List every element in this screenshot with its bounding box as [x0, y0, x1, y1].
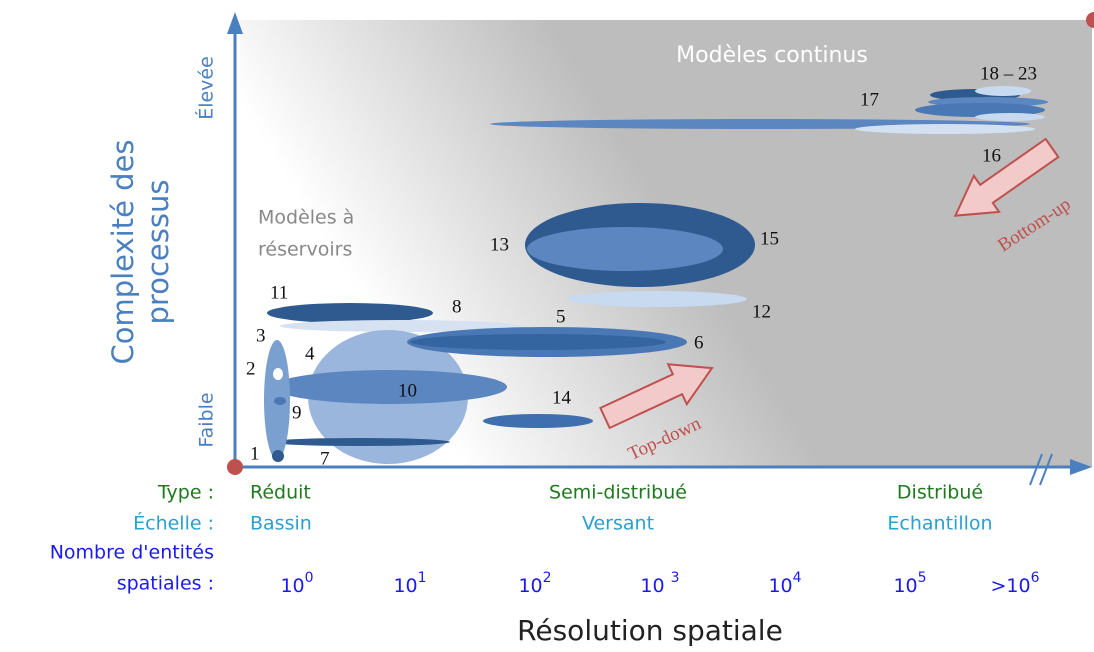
- row-value: Distribué: [897, 482, 983, 504]
- count-label: 105: [893, 570, 926, 597]
- row-value: Semi-distribué: [549, 482, 687, 504]
- y-axis-low: Faible: [196, 392, 218, 447]
- model-label: 2: [246, 358, 256, 379]
- y-axis-high: Élevée: [195, 56, 218, 120]
- count-label: 102: [518, 570, 551, 597]
- count-exp: 2: [543, 570, 552, 586]
- model-label: 9: [292, 402, 302, 423]
- y-arrowhead: [227, 12, 243, 34]
- model-label: 8: [452, 296, 462, 317]
- count-exp: 6: [1031, 570, 1040, 586]
- x-axis-title: Résolution spatiale: [517, 614, 783, 647]
- count-base: 10: [280, 575, 304, 597]
- count-base: 10: [640, 575, 670, 597]
- model-label: 4: [305, 343, 315, 364]
- top-down-arrow: [599, 363, 714, 430]
- count-exp: 5: [918, 570, 927, 586]
- row-value: Versant: [582, 513, 654, 535]
- model-label: 11: [270, 282, 288, 303]
- model-ellipses: [264, 86, 1048, 464]
- region-label: Modèles continus: [676, 43, 868, 68]
- axis-break: [1039, 453, 1053, 486]
- model-label: 17: [860, 89, 879, 110]
- x-arrowhead: [1070, 459, 1092, 475]
- bottom-up-arrow: [953, 137, 1060, 217]
- count-label: 100: [280, 570, 313, 597]
- model-label: 13: [490, 234, 509, 255]
- row-value: Echantillon: [887, 513, 992, 535]
- model-label: 10: [398, 380, 417, 401]
- count-base: 10: [518, 575, 542, 597]
- count-label: >106: [990, 570, 1039, 597]
- counts: 100 101 102 10 3 104 105 >106: [280, 570, 1039, 597]
- model-label: 14: [552, 387, 572, 408]
- row-label: Échelle :: [133, 512, 214, 535]
- corner-dot: [1086, 12, 1094, 28]
- row-value: Bassin: [250, 513, 312, 535]
- model-label: 1: [250, 443, 260, 464]
- model-label: 18 – 23: [980, 63, 1037, 84]
- count-label: 101: [393, 570, 426, 597]
- model-label: 5: [556, 306, 566, 327]
- row-value: Réduit: [250, 482, 311, 504]
- y-axis-title: Complexité des: [106, 139, 140, 364]
- model-label: 7: [320, 448, 330, 469]
- count-exp: 1: [418, 570, 427, 586]
- count-exp: 4: [793, 570, 802, 586]
- model-label: 12: [752, 301, 771, 322]
- model-label: 15: [760, 228, 779, 249]
- count-exp: 0: [305, 570, 314, 586]
- count-base: 10: [393, 575, 417, 597]
- model-label: 6: [694, 332, 704, 353]
- model-label: 16: [982, 145, 1001, 166]
- count-label: 104: [768, 570, 801, 597]
- count-base: 10: [768, 575, 792, 597]
- count-exp: 3: [671, 570, 680, 586]
- model-label: 3: [256, 325, 266, 346]
- region-label: réservoirs: [258, 239, 352, 261]
- count-base: >10: [990, 575, 1030, 597]
- axis-break: [1029, 453, 1043, 486]
- y-axis-title: processus: [141, 180, 175, 325]
- region-label: Modèles à: [258, 207, 354, 229]
- row-label: spatiales :: [117, 573, 214, 595]
- row-label: Nombre d'entités: [50, 542, 214, 564]
- count-label: 10 3: [640, 570, 679, 597]
- row-label: Type :: [157, 482, 214, 504]
- origin-dot: [227, 459, 243, 475]
- count-base: 10: [893, 575, 917, 597]
